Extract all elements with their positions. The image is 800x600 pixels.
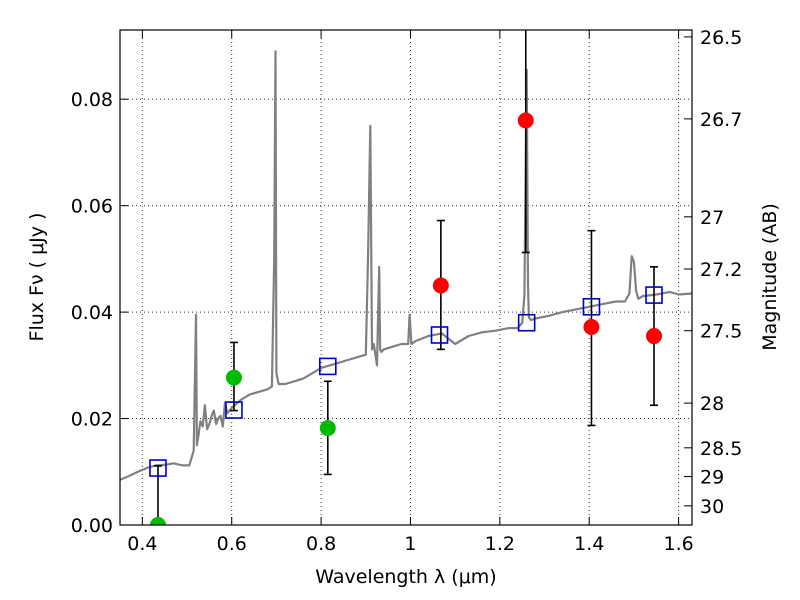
axis-ticks: 0.4 0.6 0.8 1 1.2 1.4 1.6 0.00 0.02 0.04 0.06 0.08 2… [71, 27, 743, 555]
red-data-point [432, 277, 449, 294]
red-data-point [583, 319, 600, 335]
plot-inner [120, 30, 692, 525]
model-photometry-square [149, 459, 167, 477]
x-tick-label: 1 [404, 533, 416, 555]
y-tick-label: 0.06 [71, 196, 113, 218]
right-tick-label: 27.2 [700, 259, 742, 281]
right-axis-label: Magnitude (AB) [759, 203, 781, 351]
plot-area [120, 30, 692, 525]
green-data-point [149, 517, 166, 525]
right-tick-label: 28 [700, 393, 724, 415]
x-tick-label: 1.6 [663, 533, 693, 555]
x-tick-label: 1.2 [485, 533, 515, 555]
red-data-point [517, 112, 534, 129]
y-axis-label: Flux Fν ( μJy ) [26, 213, 48, 342]
x-tick-label: 0.8 [306, 533, 336, 555]
right-tick-label: 27 [700, 207, 724, 229]
right-tick-label: 30 [700, 496, 724, 518]
right-tick-label: 27.5 [700, 321, 742, 343]
model-spectrum-line [120, 50, 692, 481]
right-tick-label: 26.7 [700, 109, 742, 131]
model-photometry-square [225, 401, 243, 419]
red-data-point [646, 328, 663, 345]
model-photometry-square [318, 357, 337, 376]
plot-frame [119, 29, 693, 526]
y-tick-label: 0.02 [71, 409, 113, 431]
model-photometry-square [430, 326, 449, 344]
green-data-point [225, 369, 242, 386]
x-tick-label: 0.6 [217, 533, 247, 555]
right-tick-label: 29 [700, 467, 724, 489]
model-photometry-square [645, 286, 663, 304]
green-data-point [319, 420, 336, 437]
y-tick-label: 0.00 [71, 515, 113, 537]
x-tick-label: 0.4 [127, 533, 157, 555]
y-tick-label: 0.08 [71, 89, 113, 111]
model-photometry-square [517, 313, 536, 332]
right-tick-label: 26.5 [700, 27, 742, 49]
x-axis-label: Wavelength λ (μm) [315, 566, 496, 588]
model-photometry-square [582, 297, 601, 316]
right-tick-label: 28.5 [700, 438, 742, 460]
x-tick-label: 1.4 [574, 533, 604, 555]
y-tick-label: 0.04 [71, 302, 113, 324]
